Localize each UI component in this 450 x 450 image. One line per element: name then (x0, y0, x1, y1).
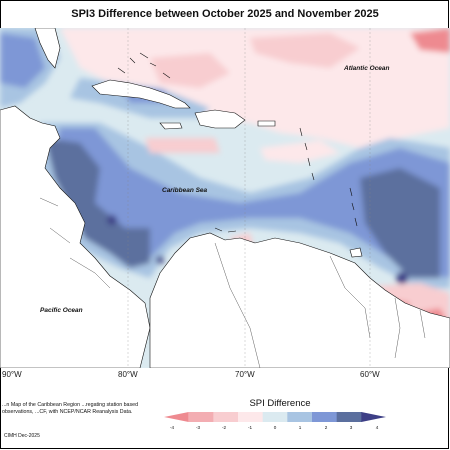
legend-tick: 0 (273, 425, 277, 430)
legend-colorbar (164, 412, 386, 422)
bahamas (117, 52, 171, 79)
legend-tick: 1 (298, 425, 302, 430)
small-islands (117, 52, 358, 233)
field-pink-central (150, 53, 230, 88)
legend-title: SPI Difference (249, 398, 311, 409)
choropleth-map: Atlantic Ocean Caribbean Sea Pacific Oce… (0, 28, 450, 368)
field-dark-west (45, 138, 150, 268)
legend-tick: -4 (169, 425, 175, 430)
legend-ticks: -4 -3 -2 -1 0 1 2 3 4 (150, 425, 400, 435)
lesser-antilles (299, 127, 358, 227)
legend-swatch (262, 412, 288, 422)
label-atlantic: Atlantic Ocean (343, 65, 390, 72)
abc-islands (214, 227, 237, 233)
border-venezuela-guyana (329, 255, 371, 339)
copyright: CIMH Dec-2025 (4, 433, 40, 439)
legend-swatch (213, 412, 239, 422)
label-caribbean: Caribbean Sea (162, 187, 208, 194)
legend-tick: -3 (195, 425, 201, 430)
field-navy-3 (396, 272, 408, 284)
footnote: ...n Map of the Caribbean Region ...rega… (2, 402, 139, 415)
border-central-2 (49, 227, 71, 244)
border-colombia-venezuela (214, 242, 261, 368)
legend-swatch (361, 412, 386, 422)
lon-label: 60°W (360, 370, 380, 379)
field-navy-2 (156, 256, 164, 264)
legend-swatch (287, 412, 313, 422)
legend-tick: -2 (221, 425, 227, 430)
legend-tick: 2 (324, 425, 328, 430)
longitude-labels: 90°W 80°W 70°W 60°W (0, 370, 450, 384)
hispaniola (194, 109, 246, 129)
florida (34, 28, 61, 69)
legend-swatch (336, 412, 362, 422)
trinidad (349, 247, 363, 258)
map-title: SPI3 Difference between October 2025 and… (71, 8, 379, 20)
country-borders (39, 197, 426, 368)
central-america (0, 105, 151, 368)
lon-label: 80°W (118, 370, 138, 379)
jamaica (159, 122, 183, 130)
puerto-rico (257, 120, 276, 127)
legend-tick: 4 (375, 425, 379, 430)
graticule (127, 28, 371, 368)
field-pink-ne (250, 33, 360, 68)
lon-label: 70°W (235, 370, 255, 379)
field-pink-east (260, 140, 340, 163)
legend-tick: 3 (349, 425, 353, 430)
land-masses (0, 28, 450, 368)
field-navy-1 (107, 215, 117, 225)
field-blue-nw-core (0, 33, 45, 88)
border-suriname-guiana (419, 309, 426, 339)
legend-tick: -1 (247, 425, 253, 430)
border-central-1 (69, 257, 111, 289)
field-dark-east (360, 168, 440, 278)
legend-swatch (238, 412, 264, 422)
map-area: Atlantic Ocean Caribbean Sea Pacific Oce… (0, 28, 450, 368)
cuba (91, 79, 191, 109)
field-pink-mid (145, 138, 220, 153)
legend-swatch (164, 412, 189, 422)
legend-swatch (188, 412, 214, 422)
south-america (149, 232, 450, 368)
lon-label: 90°W (2, 370, 22, 379)
border-guyana-suriname (394, 297, 401, 359)
field-red-ne (410, 28, 450, 53)
legend-swatch (312, 412, 338, 422)
field-blue-caribbean (55, 128, 450, 278)
label-pacific: Pacific Ocean (40, 307, 83, 314)
border-central-3 (39, 197, 59, 207)
